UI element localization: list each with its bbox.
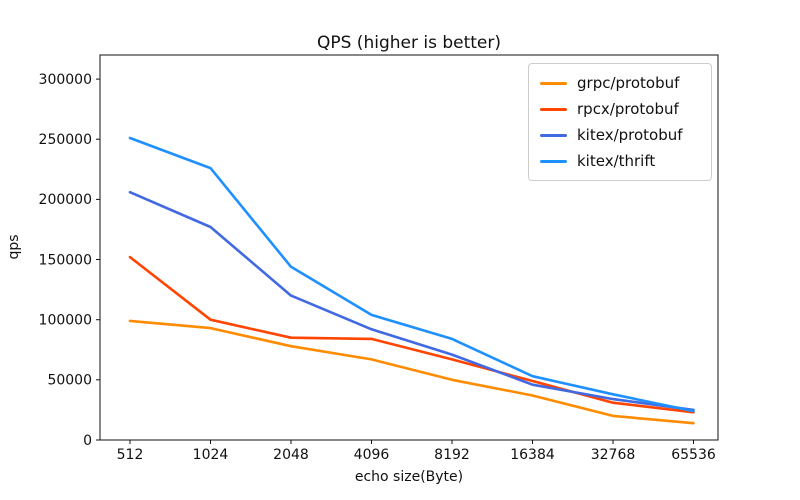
legend-label: kitex/protobuf <box>577 126 683 144</box>
legend-line-swatch <box>540 133 567 137</box>
x-tick-label: 8192 <box>434 447 470 463</box>
series-line-grpc-protobuf <box>128 319 695 425</box>
legend-item: kitex/protobuf <box>540 125 700 145</box>
series-line-rpcx-protobuf <box>128 255 695 414</box>
y-tick-label: 50000 <box>47 373 92 389</box>
legend-label: kitex/thrift <box>577 152 656 170</box>
legend-line-swatch <box>540 159 567 163</box>
legend-item: grpc/protobuf <box>540 73 700 93</box>
y-tick-label: 200000 <box>39 192 92 208</box>
y-tick-label: 300000 <box>39 72 92 88</box>
y-tick-label: 0 <box>83 433 92 449</box>
x-tick-label: 512 <box>117 447 144 463</box>
x-tick-label: 2048 <box>273 447 309 463</box>
legend: grpc/protobuf rpcx/protobuf kitex/protobuf… <box>528 63 712 181</box>
legend-item: kitex/thrift <box>540 151 700 171</box>
x-tick-label: 32768 <box>591 447 636 463</box>
x-tick-label: 65536 <box>671 447 716 463</box>
legend-label: grpc/protobuf <box>577 74 680 92</box>
y-tick-label: 100000 <box>39 312 92 328</box>
series-line-kitex-protobuf <box>128 190 695 412</box>
x-axis-label: echo size(Byte) <box>354 469 464 485</box>
legend-line-swatch <box>540 107 567 111</box>
legend-item: rpcx/protobuf <box>540 99 700 119</box>
plot-border <box>99 54 719 441</box>
y-tick-label: 150000 <box>39 252 92 268</box>
legend-line-swatch <box>540 81 567 85</box>
legend-label: rpcx/protobuf <box>577 100 679 118</box>
series-line-kitex-thrift <box>128 136 695 413</box>
x-tick-label: 4096 <box>354 447 390 463</box>
y-tick-label: 250000 <box>39 132 92 148</box>
y-axis-label: qps <box>6 234 22 260</box>
x-tick-label: 16384 <box>510 447 555 463</box>
x-tick-label: 1024 <box>193 447 229 463</box>
chart-title: QPS (higher is better) <box>316 33 502 53</box>
